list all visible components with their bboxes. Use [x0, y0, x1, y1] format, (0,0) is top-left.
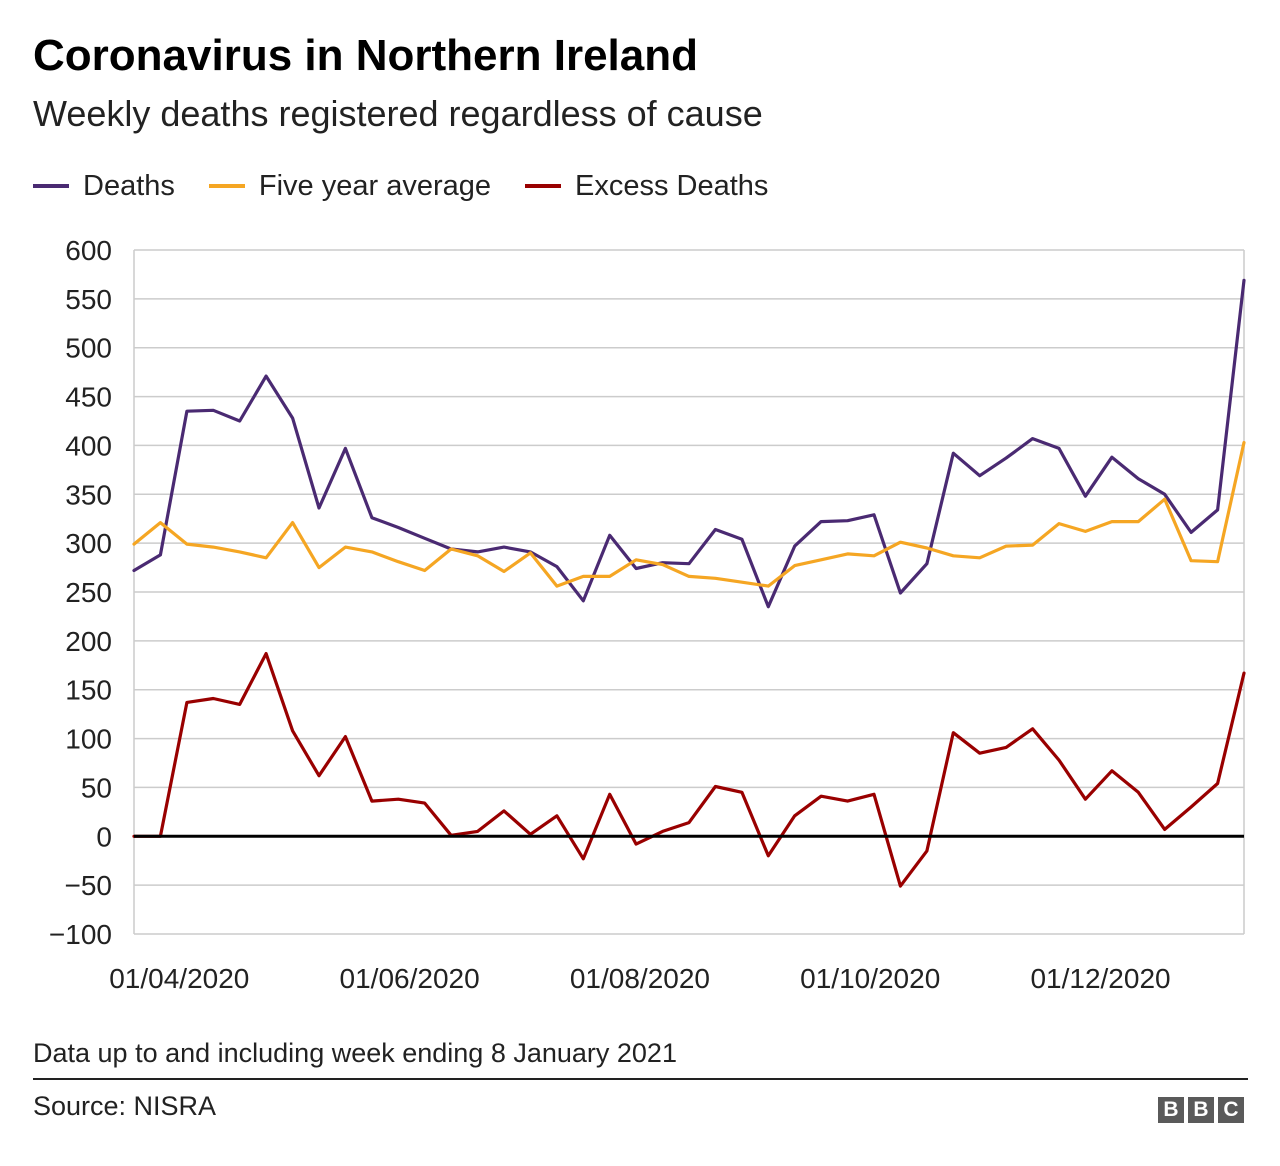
- y-tick-label: 200: [65, 626, 112, 657]
- chart-subtitle: Weekly deaths registered regardless of c…: [33, 93, 763, 134]
- x-axis-ticks: 01/04/2020 01/06/2020 01/08/2020 01/10/2020…: [109, 963, 1170, 994]
- x-tick-label: 01/04/2020: [109, 963, 249, 994]
- legend-swatch-five-year-average: [208, 184, 245, 188]
- y-tick-label: −100: [49, 919, 112, 950]
- series-line-five-year-average: [132, 440, 1246, 588]
- x-tick-label: 01/12/2020: [1030, 963, 1170, 994]
- chart-title: Coronavirus in Northern Ireland: [33, 31, 698, 80]
- series-lines: [132, 278, 1246, 888]
- x-tick-label: 01/06/2020: [340, 963, 480, 994]
- x-tick-label: 01/08/2020: [570, 963, 710, 994]
- legend-label-five-year-average: Five year average: [258, 169, 492, 202]
- y-tick-label: 100: [65, 724, 112, 755]
- y-tick-label: 450: [65, 382, 112, 413]
- series-line-deaths: [132, 278, 1246, 609]
- data-note: Data up to and including week ending 8 J…: [33, 1038, 677, 1068]
- y-tick-label: 500: [65, 333, 112, 364]
- y-tick-label: 150: [65, 675, 112, 706]
- legend-label-deaths: Deaths: [83, 169, 175, 202]
- legend-swatch-deaths: [33, 184, 69, 188]
- chart-legend: Deaths Five year average Excess Deaths: [33, 168, 802, 204]
- line-chart: 600550500450400350300250200150100500−50−…: [49, 235, 1246, 994]
- legend-label-excess-deaths: Excess Deaths: [575, 169, 769, 202]
- y-axis-ticks: 600550500450400350300250200150100500−50−…: [49, 235, 112, 950]
- y-tick-label: 400: [65, 430, 112, 461]
- y-tick-label: 300: [65, 528, 112, 559]
- legend-swatch-excess-deaths: [525, 184, 562, 188]
- y-tick-label: 600: [65, 235, 112, 266]
- source-label: Source: NISRA: [33, 1091, 217, 1121]
- bbc-logo-letter: B: [1158, 1097, 1184, 1123]
- footer-divider: [33, 1078, 1248, 1080]
- legend-item-deaths: Deaths: [33, 170, 175, 203]
- bbc-logo-letter: B: [1188, 1097, 1214, 1123]
- y-tick-label: 350: [65, 479, 112, 510]
- y-tick-label: 250: [65, 577, 112, 608]
- bbc-logo-letter: C: [1218, 1097, 1244, 1123]
- gridlines: [133, 249, 1245, 935]
- y-tick-label: 550: [65, 284, 112, 315]
- y-tick-label: −50: [65, 870, 113, 901]
- legend-item-excess-deaths: Excess Deaths: [525, 170, 768, 203]
- y-tick-label: 0: [96, 821, 112, 852]
- series-line-excess-deaths: [132, 652, 1246, 888]
- legend-item-five-year-average: Five year average: [208, 169, 492, 203]
- bbc-logo: B B C: [1158, 1097, 1244, 1123]
- x-tick-label: 01/10/2020: [800, 963, 940, 994]
- y-tick-label: 50: [81, 772, 112, 803]
